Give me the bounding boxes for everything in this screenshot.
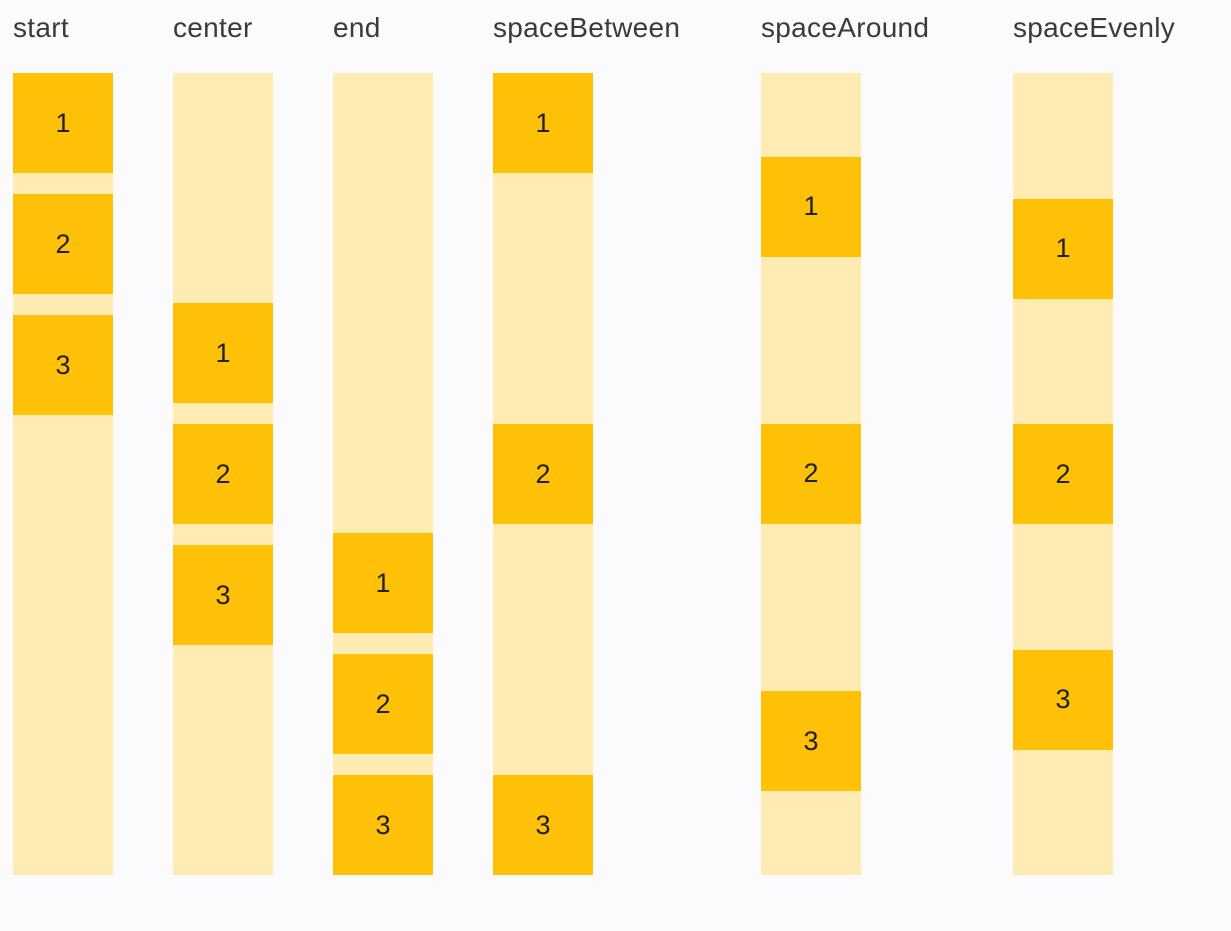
numbered-box: 3 (333, 775, 433, 875)
numbered-box: 3 (13, 315, 113, 415)
alignment-track: 1 2 3 (173, 73, 273, 875)
alignment-track: 1 2 3 (1013, 73, 1113, 875)
numbered-box: 1 (1013, 198, 1113, 299)
numbered-box: 1 (333, 533, 433, 633)
alignment-track: 1 2 3 (333, 73, 433, 875)
alignment-column-center: center 1 2 3 (173, 0, 273, 931)
alignment-column-spaceAround: spaceAround 1 2 3 (761, 0, 929, 931)
numbered-box: 3 (493, 775, 593, 875)
numbered-box: 2 (333, 654, 433, 754)
alignment-label: spaceBetween (493, 12, 681, 43)
numbered-box: 1 (13, 73, 113, 173)
alignment-label: end (333, 12, 381, 43)
numbered-box: 3 (761, 691, 861, 792)
alignment-track: 1 2 3 (761, 73, 861, 875)
numbered-box: 1 (173, 303, 273, 403)
alignment-column-start: start 1 2 3 (13, 0, 113, 931)
alignment-column-spaceEvenly: spaceEvenly 1 2 3 (1013, 0, 1175, 931)
numbered-box: 2 (173, 424, 273, 524)
alignment-label: spaceAround (761, 12, 930, 43)
alignment-track: 1 2 3 (13, 73, 113, 875)
numbered-box: 2 (493, 424, 593, 524)
numbered-box: 1 (761, 156, 861, 257)
numbered-box: 1 (493, 73, 593, 173)
alignment-label: spaceEvenly (1013, 12, 1176, 43)
alignment-label: center (173, 12, 253, 43)
numbered-box: 3 (1013, 649, 1113, 750)
alignment-column-end: end 1 2 3 (333, 0, 433, 931)
alignment-column-spaceBetween: spaceBetween 1 2 3 (493, 0, 680, 931)
numbered-box: 2 (761, 423, 861, 524)
alignment-label: start (13, 12, 69, 43)
numbered-box: 3 (173, 545, 273, 645)
numbered-box: 2 (1013, 424, 1113, 524)
alignment-track: 1 2 3 (493, 73, 593, 875)
numbered-box: 2 (13, 194, 113, 294)
